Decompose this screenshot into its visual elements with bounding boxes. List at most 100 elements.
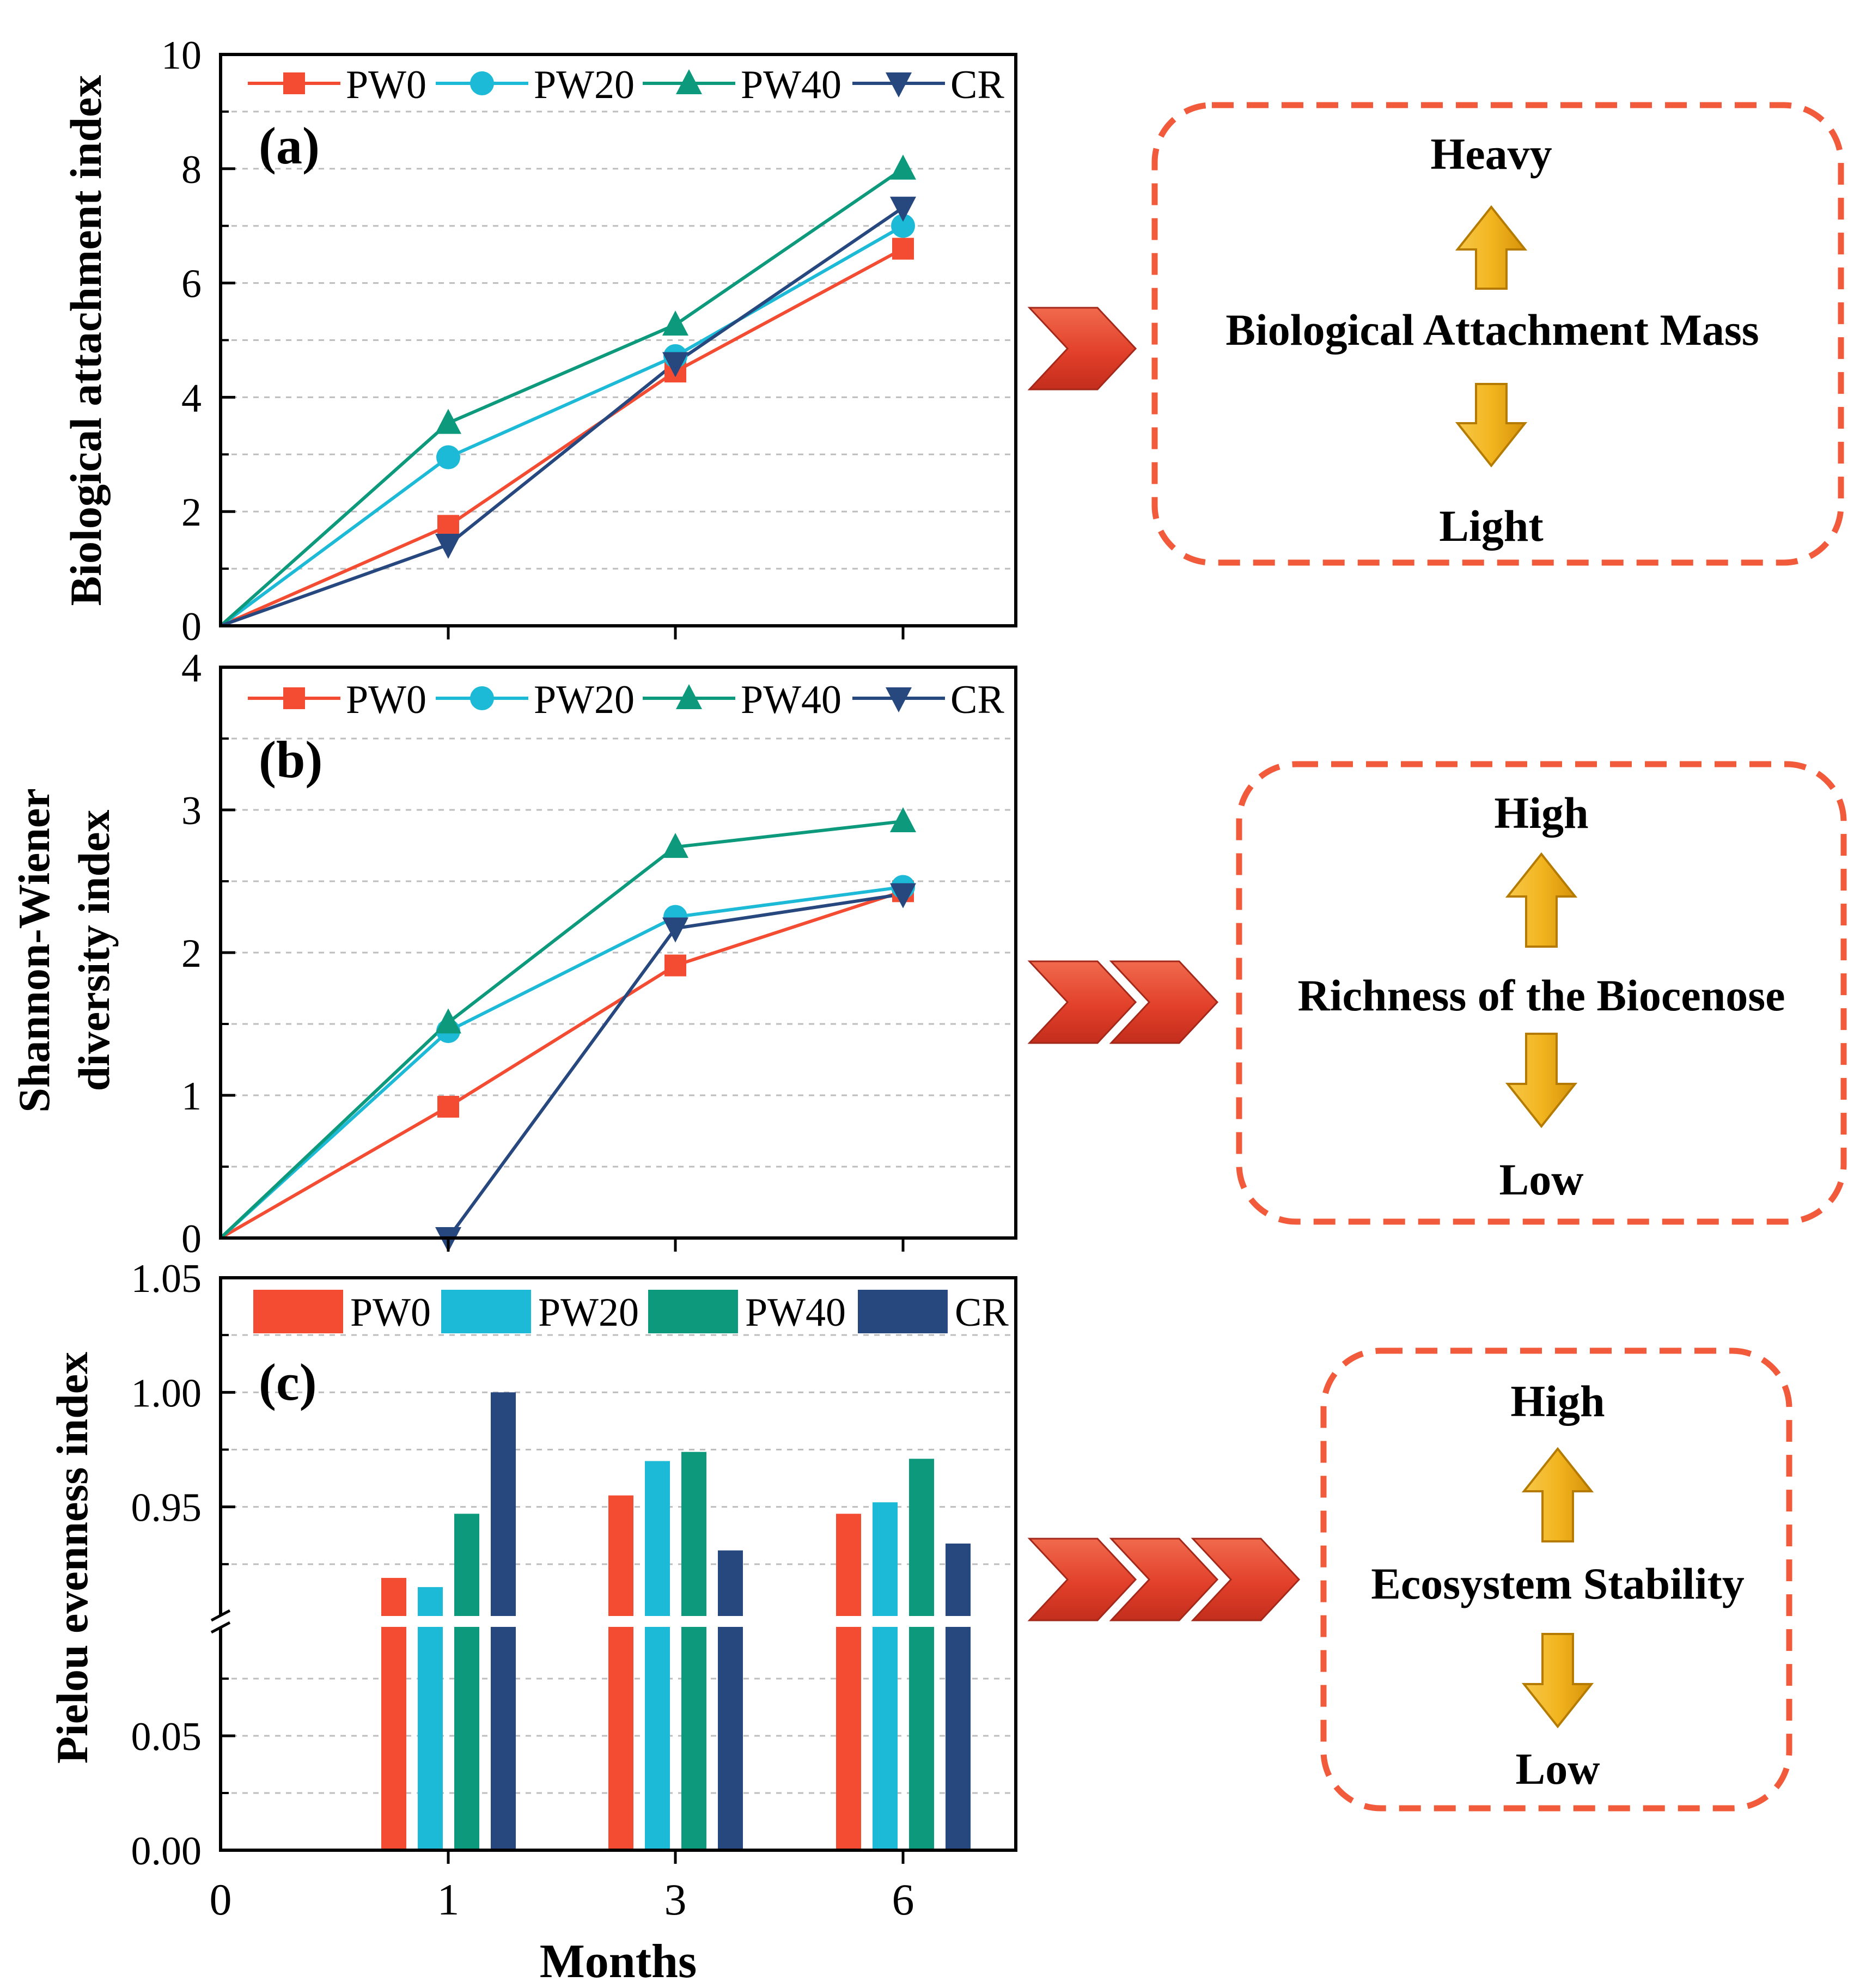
data-point-PW0 [892,237,914,260]
data-point-PW20 [436,445,460,469]
callout-middle-label: Richness of the Biocenose [1297,971,1785,1020]
callout-top-label: High [1494,788,1588,838]
data-point-PW0 [437,515,459,537]
legend-swatch-CR [858,1290,948,1333]
y-tick-label: 8 [181,148,202,192]
legend-label-PW0: PW0 [346,63,426,107]
callout-ecosystem-stability: High Ecosystem Stability Low [1027,1347,1792,1812]
panel-b-chart: 0 1 2 3 4 (b) Shannon-Wiener diversity index… [9,646,1017,1261]
data-point-CR [435,534,461,559]
data-point-PW40 [662,833,688,858]
bar-PW20 [873,1502,898,1850]
chevron-right-icon [1109,960,1219,1044]
up-arrow-icon [1505,852,1578,948]
chevron-right-icon [1027,960,1137,1044]
data-point-PW40 [890,807,916,832]
data-point-PW40 [890,154,916,180]
y-tick-label: 3 [181,789,202,833]
chevron-right-icon [1109,1538,1219,1621]
bar-PW40 [909,1459,934,1850]
bar-PW40 [681,1452,706,1850]
legend-label-PW0: PW0 [346,678,426,722]
callout-top-label: Heavy [1430,129,1552,179]
legend-swatch-PW20 [441,1290,531,1333]
panel-c-xlabel: Months [540,1935,697,1988]
series-line-PW40 [219,819,904,1240]
y-tick-label: 0.00 [131,1829,202,1874]
chevron-right-icon [1191,1538,1301,1621]
y-tick-label: 0 [181,605,202,649]
x-tick-label: 6 [892,1875,914,1924]
callout-biocenose-richness: High Richness of the Biocenose Low [1027,761,1847,1225]
legend-marker-PW40 [676,69,702,94]
series-line-PW20 [219,224,904,627]
y-tick-label: 4 [181,646,202,691]
bar-CR [946,1543,971,1850]
legend-label-PW40: PW40 [741,678,841,722]
y-tick-label: 1.00 [131,1371,202,1416]
series-line-PW20 [219,885,904,1240]
series-line-PW40 [219,167,904,627]
series-line-PW0 [219,247,904,627]
callout-bottom-label: Low [1516,1744,1600,1794]
legend-label-CR: CR [950,63,1004,107]
axis-break-gap [224,1616,1013,1627]
legend-marker-CR [886,687,912,712]
data-point-PW0 [664,954,686,977]
data-point-CR [662,352,688,377]
y-tick-label: 2 [181,931,202,976]
bar-PW0 [836,1514,861,1850]
callout-box [1320,1347,1792,1812]
bar-PW20 [645,1461,670,1850]
panel-c-label: (c) [259,1353,317,1411]
series-line-CR [219,206,904,627]
down-arrow-icon [1455,383,1528,468]
data-point-CR [890,197,916,222]
panel-a-ylabel: Biological attachment index [61,75,111,606]
bar-CR [718,1550,743,1850]
series-line-PW0 [219,889,904,1240]
bar-PW0 [608,1495,633,1850]
data-point-CR [662,917,688,943]
legend-label-PW40: PW40 [745,1290,846,1335]
up-arrow-icon [1455,205,1528,290]
legend-label-PW20: PW20 [534,678,635,722]
data-point-CR [890,883,916,908]
bar-PW40 [454,1514,479,1850]
panel-b-ylabel-line1: Shannon-Wiener [9,788,59,1112]
panel-a-label: (a) [259,117,320,175]
legend-label-CR: CR [950,678,1004,722]
y-tick-label: 1.05 [131,1257,202,1301]
y-tick-label: 0 [181,1217,202,1261]
axis-break-mark [210,1609,231,1634]
y-tick-label: 0.95 [131,1486,202,1530]
legend-label-CR: CR [955,1290,1009,1335]
legend-marker-CR [886,72,912,97]
legend-marker-PW20 [470,71,494,95]
legend-swatch-PW40 [648,1290,738,1333]
callout-middle-label: Biological Attachment Mass [1225,305,1759,355]
callout-middle-label: Ecosystem Stability [1371,1559,1745,1608]
legend-marker-PW0 [283,687,305,709]
callout-bottom-label: Light [1439,501,1543,551]
data-point-PW20 [891,214,915,238]
legend-marker-PW20 [470,686,494,710]
callout-bottom-label: Low [1499,1155,1584,1204]
legend-label-PW20: PW20 [538,1290,639,1335]
data-point-PW40 [435,1008,461,1034]
panel-c-chart: 0.00 0.05 0.95 1.00 1.05 0 1 3 6 (c) Pielou even… [47,1257,1017,1988]
callout-box [1236,761,1847,1225]
chevron-right-icon [1027,1538,1137,1621]
panel-b-ylabel-line2: diversity index [69,809,119,1091]
y-tick-label: 6 [181,262,202,307]
down-arrow-icon [1505,1033,1578,1129]
x-tick-label: 0 [210,1875,232,1924]
legend-marker-PW40 [676,684,702,709]
y-tick-label: 2 [181,490,202,535]
y-tick-label: 10 [161,33,202,78]
legend-label-PW20: PW20 [534,63,635,107]
y-tick-label: 4 [181,376,202,420]
x-tick-label: 1 [437,1875,460,1924]
